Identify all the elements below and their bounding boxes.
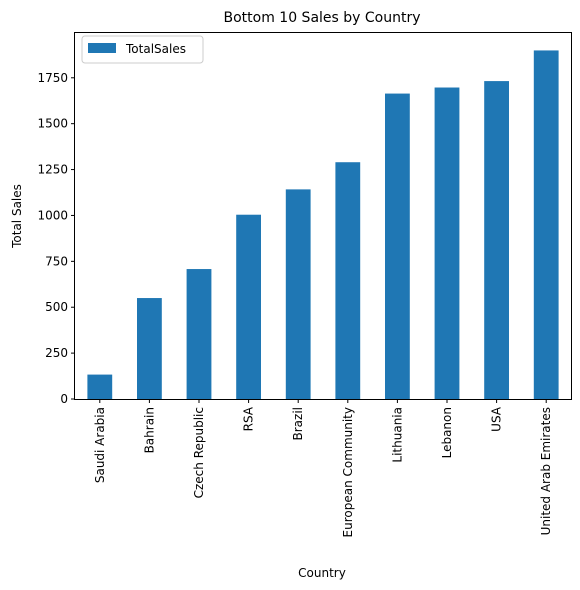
bar-european-community xyxy=(335,162,361,399)
x-tick-label: United Arab Emirates xyxy=(539,407,553,535)
x-tick-label: RSA xyxy=(242,406,256,431)
chart-title: Bottom 10 Sales by Country xyxy=(223,10,420,26)
x-tick-label: Brazil xyxy=(291,407,305,441)
y-axis: 0 250 500 750 1000 1250 1500 1750 xyxy=(37,71,75,406)
x-axis-title: Country xyxy=(298,566,346,580)
x-tick-label: Saudi Arabia xyxy=(93,407,107,483)
y-tick-label: 1750 xyxy=(37,71,68,85)
bar-lithuania xyxy=(385,93,410,399)
bar-brazil xyxy=(285,189,311,399)
y-tick-label: 250 xyxy=(45,346,68,360)
plot-frame xyxy=(74,32,572,400)
bar-bahrain xyxy=(137,298,162,399)
legend-frame xyxy=(81,35,204,64)
bars-group xyxy=(87,50,559,400)
y-tick-label: 500 xyxy=(45,300,68,314)
x-tick-label: Lithuania xyxy=(390,407,404,463)
y-tick-label: 750 xyxy=(45,254,68,268)
y-tick-label: 1500 xyxy=(37,117,68,131)
y-tick-label: 1250 xyxy=(37,163,68,177)
y-tick-label: 1000 xyxy=(37,208,68,222)
legend: TotalSales xyxy=(81,35,204,64)
x-tick-label: Bahrain xyxy=(142,407,156,453)
y-tick-label: 0 xyxy=(60,392,68,406)
bar-lebanon xyxy=(434,87,460,400)
x-tick-label: Czech Republic xyxy=(192,407,206,498)
x-axis: Saudi Arabia Bahrain Czech Republic RSA Braz… xyxy=(93,399,553,537)
bar-rsa xyxy=(236,214,261,399)
x-tick-label: Lebanon xyxy=(440,407,454,458)
bar-usa xyxy=(484,81,509,399)
legend-swatch xyxy=(88,43,116,53)
x-tick-label: European Community xyxy=(341,407,355,537)
bar-saudi-arabia xyxy=(87,374,113,399)
x-tick-label: USA xyxy=(490,406,504,432)
y-axis-title: Total Sales xyxy=(10,184,24,249)
bar-united-arab-emirates xyxy=(533,50,559,399)
legend-label: TotalSales xyxy=(125,42,186,56)
bar-czech-republic xyxy=(186,269,212,399)
